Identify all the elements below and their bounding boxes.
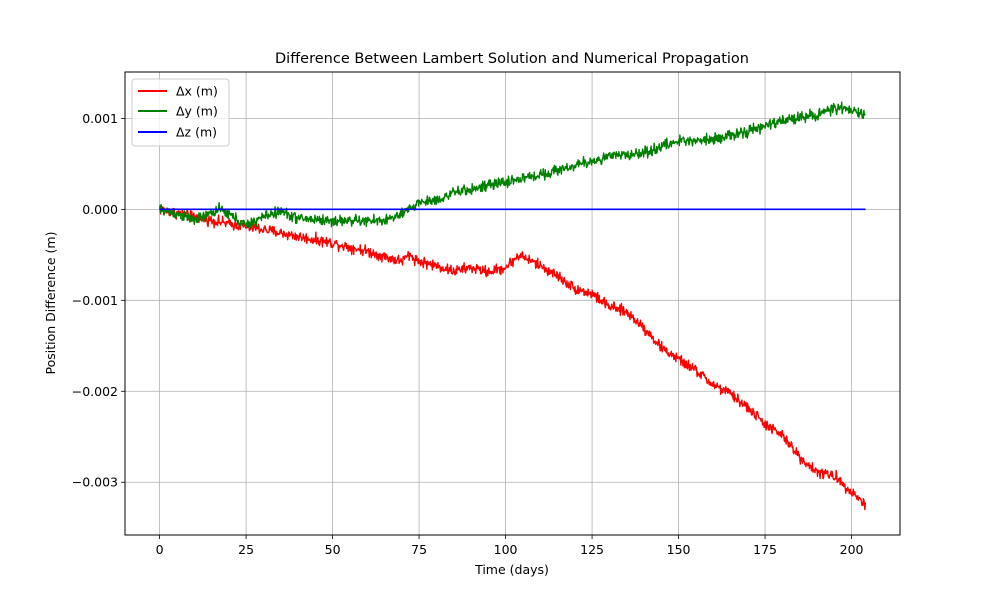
legend-label-dz: Δz (m): [176, 125, 217, 140]
series-line-ym: [158, 101, 866, 229]
y-tick-label: 0.001: [82, 111, 118, 126]
plot-lines: [158, 101, 867, 511]
legend-label-dx: Δx (m): [176, 84, 218, 99]
y-axis-label: Position Difference (m): [43, 232, 58, 375]
x-tick-label: 25: [238, 542, 254, 557]
x-tick-label: 100: [494, 542, 518, 557]
x-tick-label: 200: [840, 542, 864, 557]
ticks: 0 25 50 75 100 125 150 175 200 0.001 0.000 −0.001 −0…: [72, 111, 864, 557]
series-line-xm: [158, 206, 867, 511]
x-tick-label: 75: [411, 542, 427, 557]
legend: Δx (m) Δy (m) Δz (m): [131, 78, 230, 147]
legend-box: [131, 78, 230, 147]
y-tick-label: 0.000: [82, 202, 118, 217]
x-tick-label: 150: [667, 542, 691, 557]
y-tick-label: −0.002: [72, 384, 118, 399]
chart-title: Difference Between Lambert Solution and …: [275, 51, 749, 67]
y-tick-label: −0.001: [72, 293, 118, 308]
x-tick-label: 0: [156, 542, 164, 557]
y-tick-label: −0.003: [72, 475, 118, 490]
x-tick-label: 175: [753, 542, 777, 557]
x-tick-label: 125: [580, 542, 604, 557]
x-tick-label: 50: [325, 542, 341, 557]
axes-frame: [124, 71, 901, 536]
x-axis-label: Time (days): [474, 562, 549, 577]
legend-label-dy: Δy (m): [176, 104, 218, 119]
